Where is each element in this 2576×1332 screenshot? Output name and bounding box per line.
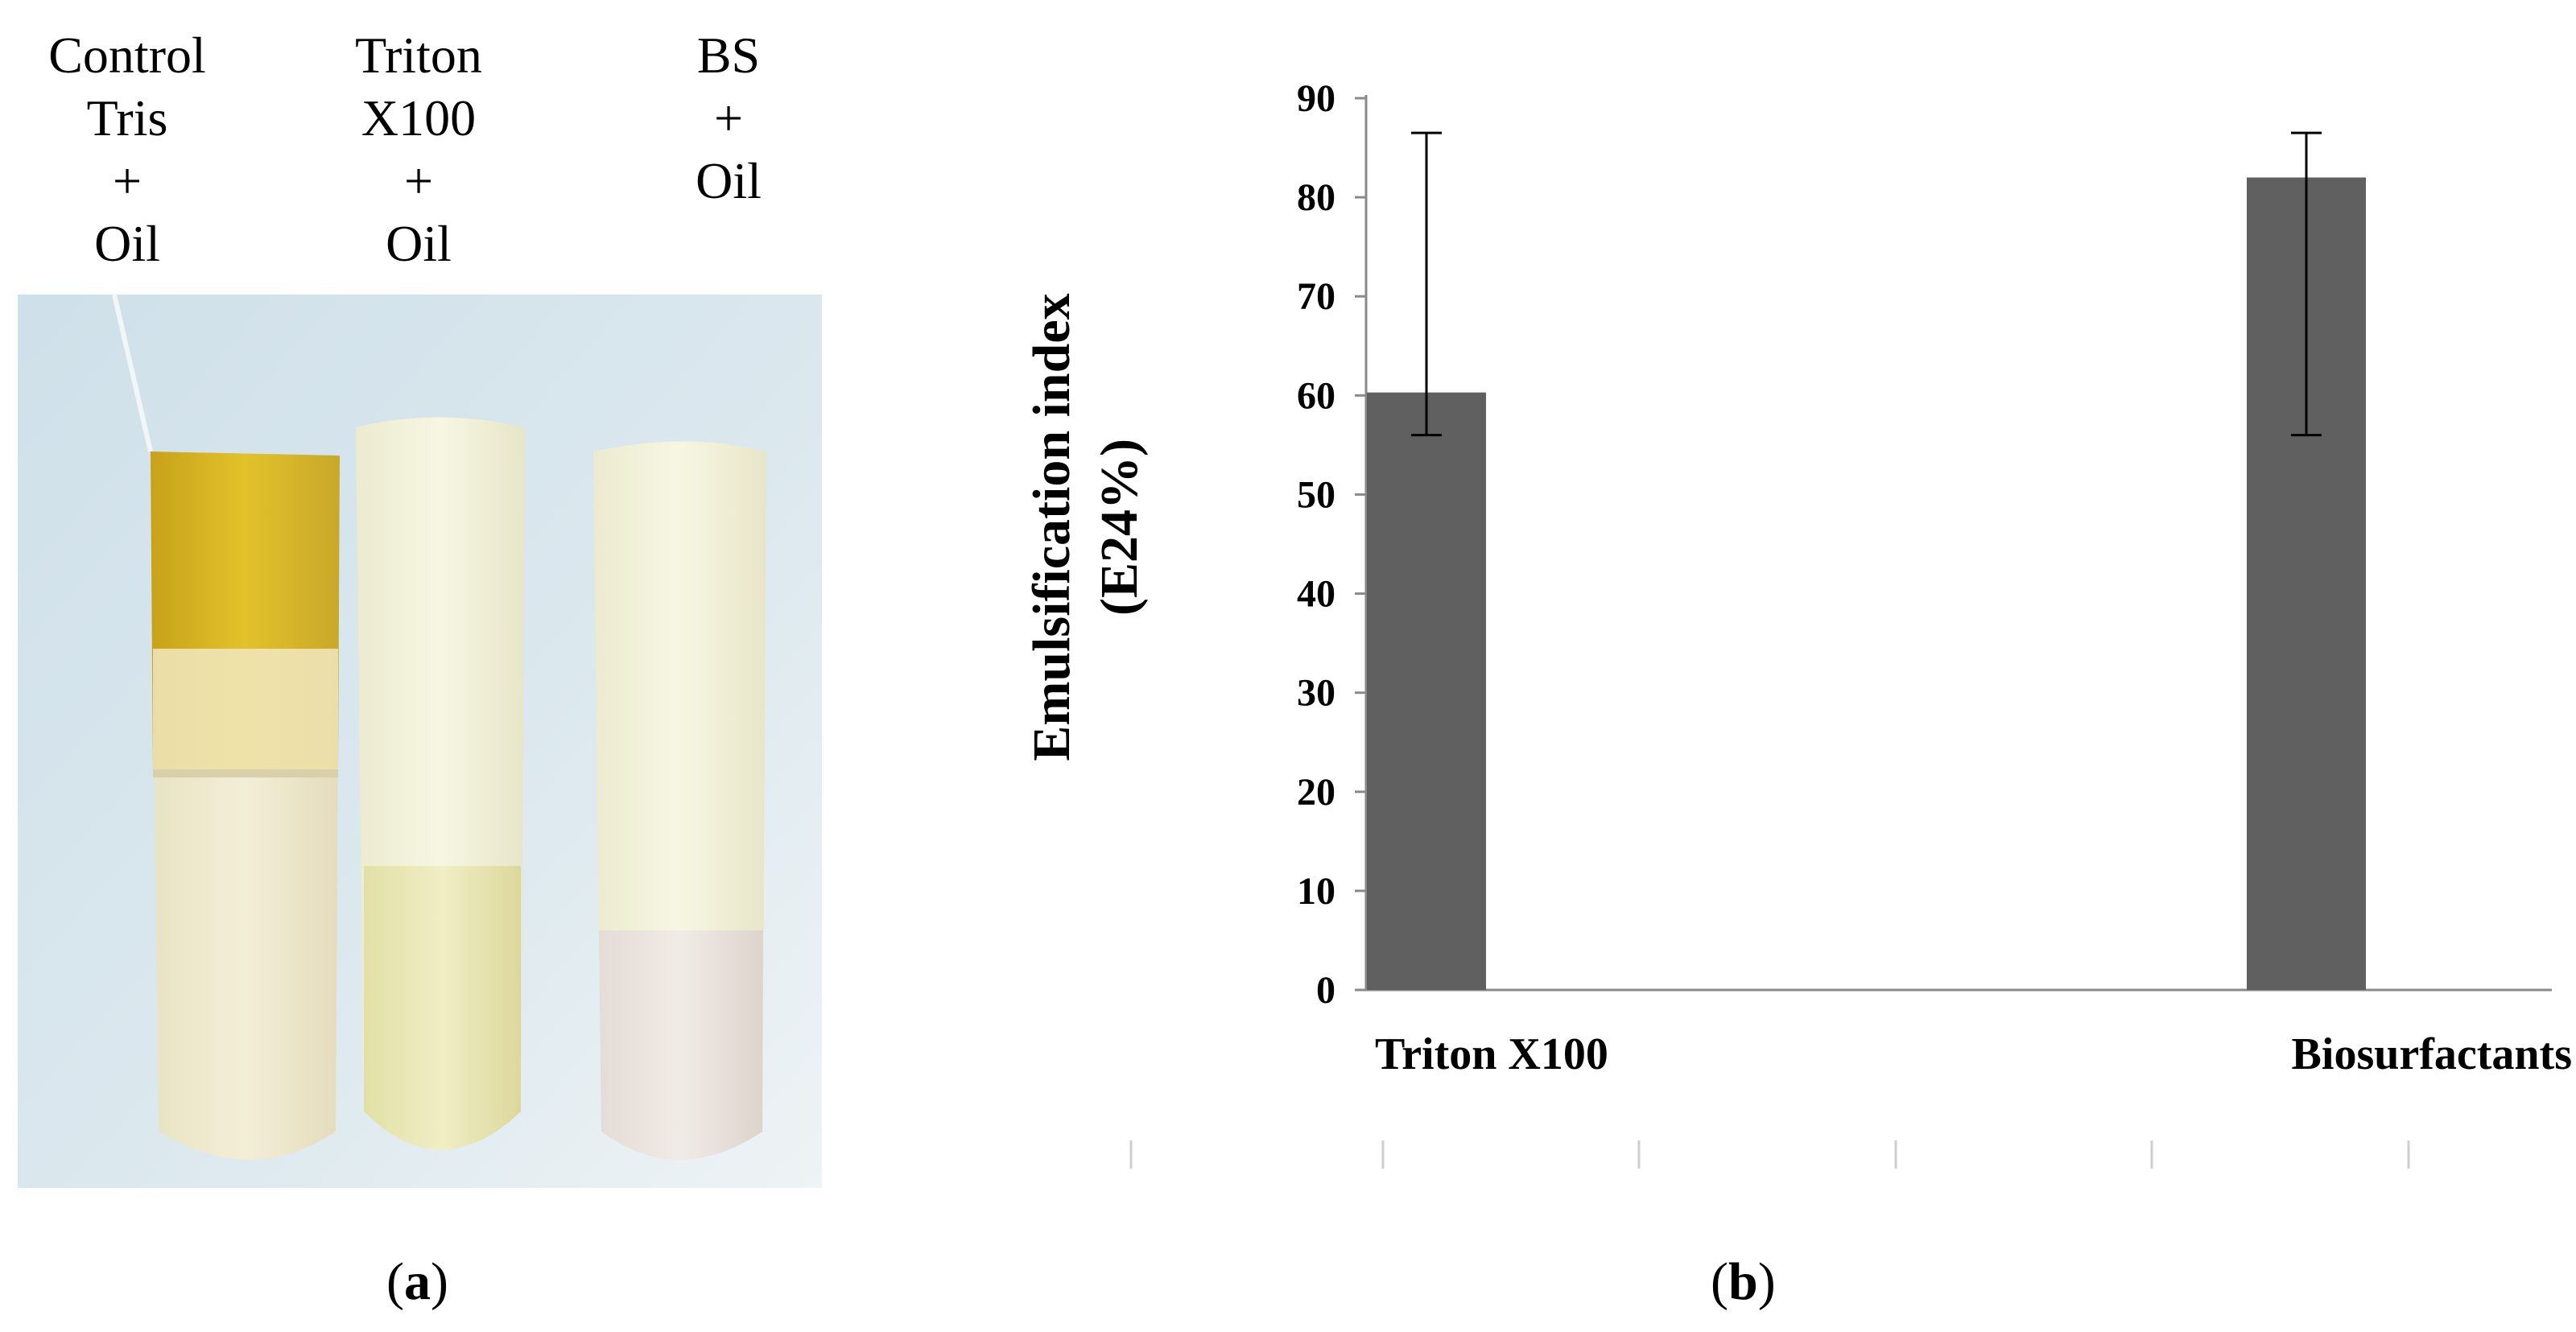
y-tick-label: 50 [1297, 473, 1335, 516]
y-axis-label: Emulsification index [1022, 293, 1081, 761]
y-tick-label: 40 [1297, 573, 1335, 616]
tube-label-line: Oil [386, 215, 452, 272]
tube-label-line: + [112, 152, 142, 209]
y-axis-label: (E24%) [1090, 439, 1149, 616]
tube-label-line: + [403, 152, 434, 209]
y-tick-label: 60 [1297, 374, 1335, 417]
tube-label-line: Oil [696, 152, 762, 209]
tube-label-line: Tris [86, 89, 168, 146]
tube-label-triton: Triton X100 + Oil [314, 24, 523, 275]
caption-paren: ( [1711, 1252, 1728, 1311]
x-category-label: Triton X100 [1375, 1029, 1608, 1079]
tube-label-line: Triton [355, 27, 482, 84]
y-tick-label: 30 [1297, 672, 1335, 715]
panel-a-caption: (a) [386, 1252, 448, 1313]
y-tick-label: 90 [1297, 77, 1335, 120]
y-tick-label: 20 [1297, 771, 1335, 814]
emulsification-bar-chart: 0 10 20 30 40 50 60 70 80 90 Triton X100 Biosurfact… [1022, 77, 2572, 1169]
caption-paren: ) [430, 1252, 448, 1311]
y-tick-label: 70 [1297, 275, 1335, 318]
caption-letter: b [1728, 1252, 1758, 1311]
tube-label-line: X100 [361, 89, 477, 146]
tube-label-line: Oil [94, 215, 160, 272]
y-tick-label: 10 [1297, 870, 1335, 913]
caption-paren: ) [1757, 1252, 1776, 1311]
caption-letter: a [403, 1252, 431, 1311]
bar [1367, 392, 1486, 990]
test-tubes-photo [18, 295, 822, 1188]
tube-control [112, 295, 340, 1160]
tube-label-line: Control [48, 27, 206, 84]
tube-label-line: + [713, 89, 744, 146]
caption-paren: ( [386, 1252, 404, 1311]
y-tick-label: 80 [1297, 176, 1335, 219]
x-category-label: Biosurfactants [2292, 1029, 2572, 1079]
tube-label-bs: BS + Oil [624, 24, 833, 212]
tube-bs [593, 441, 766, 1160]
y-tick-label: 0 [1316, 969, 1335, 1012]
tube-label-control: Control Tris + Oil [23, 24, 232, 275]
panel-b-caption: (b) [1711, 1252, 1776, 1313]
tube-triton [356, 417, 525, 1150]
tube-label-line: BS [696, 27, 761, 84]
